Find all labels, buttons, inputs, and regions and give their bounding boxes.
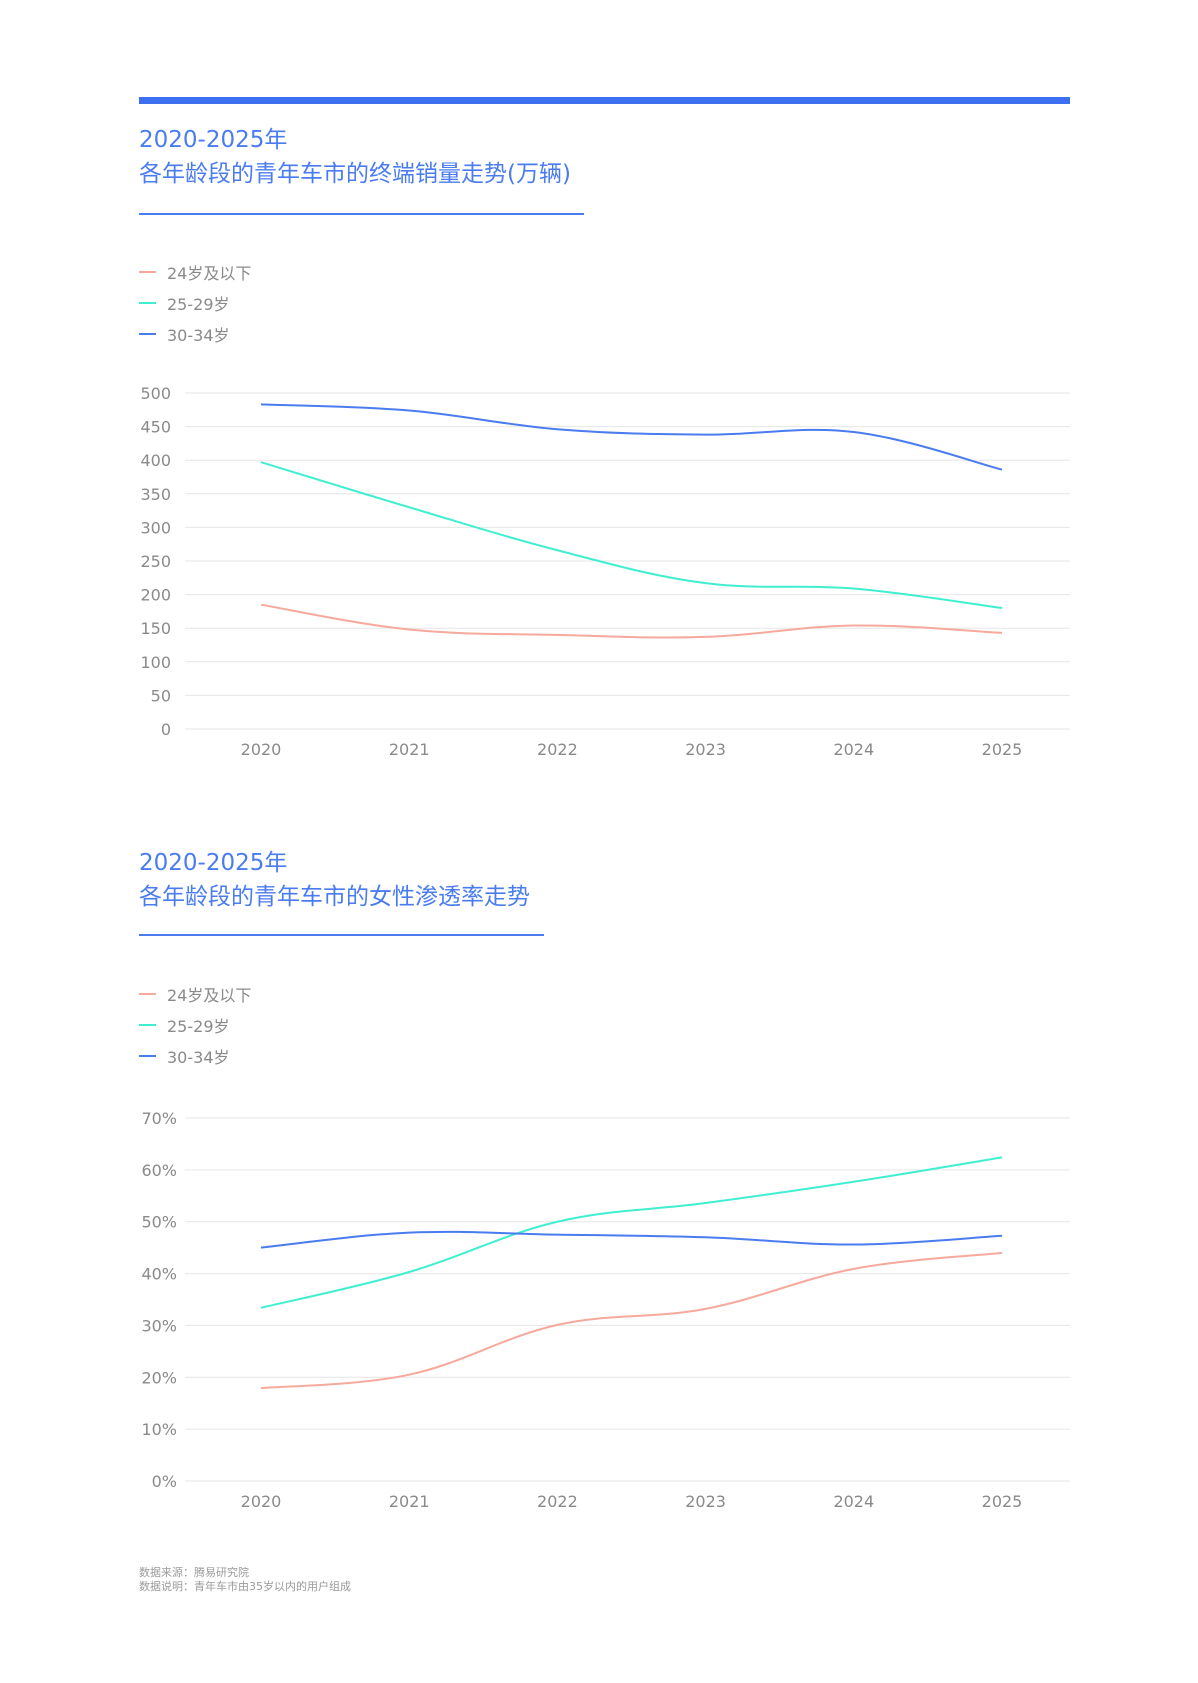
chart2-plot: 0% 10% 20% 30% 40% 50% 60% 70% 2020 2021 2022 2023 2…	[141, 1109, 1070, 1511]
chart1-ytick-label: 0	[161, 720, 171, 739]
chart2-xtick-label: 2024	[833, 1492, 874, 1511]
legend2-swatch-25-29	[139, 1023, 156, 1026]
chart1-xtick-label: 2024	[833, 740, 874, 759]
chart1-xtick-label: 2022	[537, 740, 578, 759]
legend-label-30-34: 30-34岁	[167, 325, 230, 345]
chart1-ytick-label: 200	[140, 586, 171, 605]
chart1-title-underline	[139, 213, 584, 215]
chart1-xtick-label: 2020	[241, 740, 282, 759]
legend2-item-24: 24岁及以下	[139, 978, 251, 1009]
chart1-title: 2020-2025年 各年龄段的青年车市的终端销量走势(万辆)	[139, 123, 571, 191]
legend2-item-25-29: 25-29岁	[139, 1009, 251, 1040]
chart1-xtick-label: 2023	[685, 740, 726, 759]
chart2-series-line-0	[260, 1251, 1003, 1390]
chart1-ytick-label: 400	[140, 451, 171, 470]
legend-item-30-34: 30-34岁	[139, 318, 251, 349]
top-accent-bar	[139, 97, 1070, 104]
legend-item-24: 24岁及以下	[139, 256, 251, 287]
chart1-ytick-label: 150	[140, 619, 171, 638]
chart2-xtick-label: 2021	[389, 1492, 430, 1511]
legend2-swatch-24	[139, 992, 156, 995]
chart2-ytick-label: 0%	[152, 1472, 177, 1491]
chart1-title-line2: 各年龄段的青年车市的终端销量走势(万辆)	[139, 161, 571, 187]
legend-swatch-30-34	[139, 332, 156, 335]
legend-item-25-29: 25-29岁	[139, 287, 251, 318]
chart2-xtick-label: 2022	[537, 1492, 578, 1511]
legend2-label-30-34: 30-34岁	[167, 1047, 230, 1067]
chart2-title-underline	[139, 934, 544, 936]
chart2-ytick-label: 50%	[141, 1213, 177, 1232]
chart2-title-line2: 各年龄段的青年车市的女性渗透率走势	[139, 884, 530, 910]
chart1-plot: 0 50 100 150 200 250 300 350 400 450 500 2020 2021 20…	[140, 384, 1070, 759]
legend2-item-30-34: 30-34岁	[139, 1040, 251, 1071]
legend2-swatch-30-34	[139, 1054, 156, 1057]
chart2-ytick-label: 70%	[141, 1109, 177, 1128]
legend-swatch-25-29	[139, 301, 156, 304]
chart2-ytick-label: 60%	[141, 1161, 177, 1180]
chart2-xtick-label: 2020	[241, 1492, 282, 1511]
chart1-ytick-label: 500	[140, 384, 171, 403]
chart1-ytick-label: 250	[140, 552, 171, 571]
chart2-legend: 24岁及以下 25-29岁 30-34岁	[139, 978, 251, 1071]
chart2-title: 2020-2025年 各年龄段的青年车市的女性渗透率走势	[139, 846, 530, 914]
chart1-ytick-label: 100	[140, 653, 171, 672]
chart1-ytick-label: 450	[140, 418, 171, 437]
chart2-ytick-label: 40%	[141, 1265, 177, 1284]
chart1-xtick-label: 2021	[389, 740, 430, 759]
chart1-title-line1: 2020-2025年	[139, 127, 288, 153]
footer-note: 数据说明：青年车市由35岁以内的用户组成	[139, 1580, 351, 1593]
chart2-ytick-label: 20%	[141, 1368, 177, 1387]
legend2-label-24: 24岁及以下	[167, 985, 252, 1005]
legend-label-25-29: 25-29岁	[167, 294, 230, 314]
chart1-legend: 24岁及以下 25-29岁 30-34岁	[139, 256, 251, 349]
chart2-ytick-label: 10%	[141, 1420, 177, 1439]
chart1-ytick-label: 50	[151, 686, 171, 705]
footer-notes: 数据来源：腾易研究院 数据说明：青年车市由35岁以内的用户组成	[139, 1566, 351, 1594]
legend2-label-25-29: 25-29岁	[167, 1016, 230, 1036]
chart2-xtick-label: 2025	[982, 1492, 1023, 1511]
chart2-xtick-label: 2023	[685, 1492, 726, 1511]
chart2-title-line1: 2020-2025年	[139, 850, 288, 876]
chart1-xtick-label: 2025	[982, 740, 1023, 759]
legend-label-24: 24岁及以下	[167, 263, 252, 283]
chart2-series-line-1	[260, 1156, 1003, 1309]
footer-source: 数据来源：腾易研究院	[139, 1566, 249, 1579]
chart1-series-line-0	[260, 603, 1003, 639]
chart2-ytick-label: 30%	[141, 1316, 177, 1335]
chart2-series-line-2	[260, 1230, 1003, 1249]
chart1-series-line-1	[260, 461, 1003, 610]
chart1-ytick-label: 300	[140, 518, 171, 537]
chart1-series-line-2	[260, 403, 1003, 471]
legend-swatch-24	[139, 270, 156, 273]
chart1-ytick-label: 350	[140, 485, 171, 504]
